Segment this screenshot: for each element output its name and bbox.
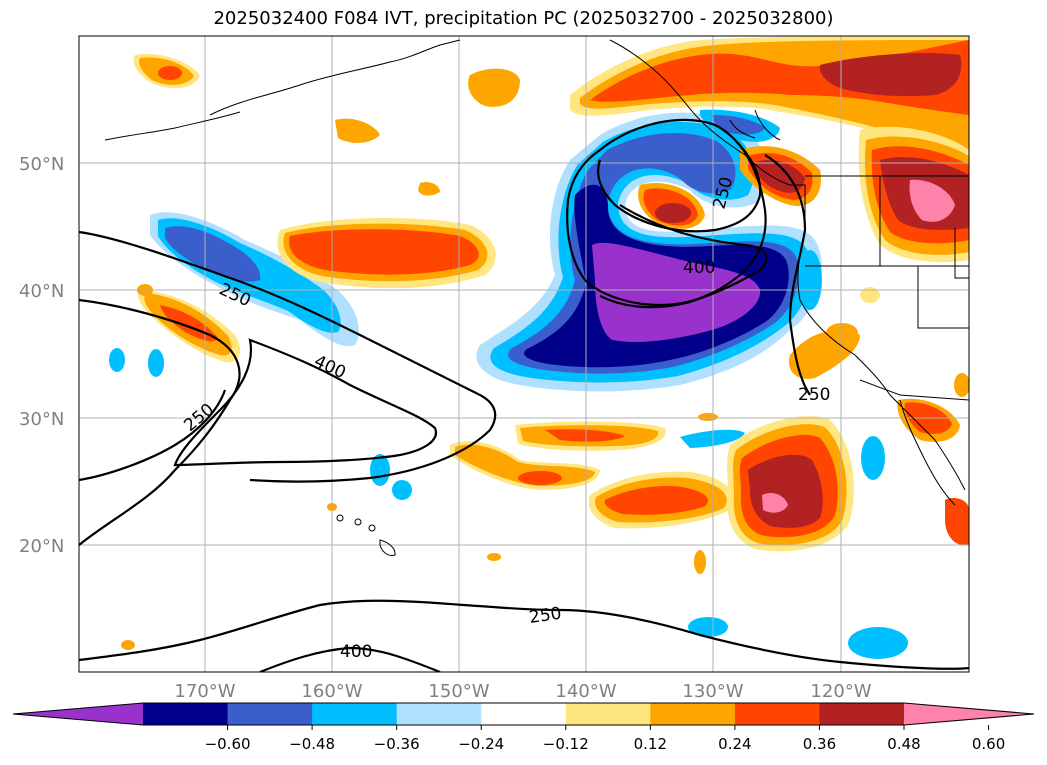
neg-coast-2 [712, 115, 765, 135]
neg-small-1 [109, 348, 125, 372]
ivt-contour-400-west [173, 338, 438, 467]
colorbar-segment [227, 703, 313, 725]
colorbar-extend-left [13, 703, 143, 725]
neg-anom-core [592, 242, 761, 342]
neg-small-2 [148, 349, 164, 377]
lon-label: 160°W [301, 681, 362, 702]
colorbar-tick-label: −0.60 [205, 735, 251, 753]
lon-label: 130°W [682, 681, 743, 702]
lat-label: 40°N [19, 281, 64, 302]
ivt-contour-labels: 250 250 250 250 400 400 250 400 [180, 175, 830, 662]
pos-sub-3 [545, 429, 625, 442]
pos-top-2 [468, 68, 520, 107]
colorbar-tick-label: −0.24 [458, 735, 504, 753]
colorbar-segment [312, 703, 398, 725]
ivt-contours [79, 118, 969, 672]
colorbar-tick-label: 0.60 [972, 735, 1005, 753]
neg-small-7 [848, 627, 908, 659]
neg-small-9 [798, 250, 822, 310]
colorbar-segment [819, 703, 905, 725]
lon-label: 140°W [555, 681, 616, 702]
ivt-contour-250-low [566, 118, 767, 307]
pos-baja-4 [954, 373, 969, 397]
ivt-contour-250-inner [79, 389, 227, 482]
pos-small-a [694, 550, 706, 574]
colorbar-segment [481, 703, 567, 725]
contour-label: 250 [798, 385, 830, 405]
ivt-contour-250-south [79, 599, 969, 670]
colorbar-tick-label: 0.12 [634, 735, 667, 753]
colorbar-outline [12, 702, 1035, 726]
ivt-contour-400-low [597, 139, 762, 233]
neg-small-8 [861, 436, 885, 480]
colorbar-ticks: −0.60 −0.48 −0.36 −0.24 −0.12 0.12 0.24 0.36 0.4… [205, 725, 1005, 753]
colorbar-segment [396, 703, 482, 725]
neg-small-6 [688, 617, 728, 637]
contour-label: 250 [528, 604, 563, 628]
colorbar-segment [734, 703, 820, 725]
ivt-contour-400-low-b [599, 204, 768, 309]
ivt-contour-250-west [79, 230, 497, 483]
pos-ne-3 [590, 40, 969, 115]
pos-top-3 [335, 118, 380, 143]
colorbar-segment [565, 703, 651, 725]
ivt-contour-250-east [764, 154, 811, 396]
lon-label: 170°W [174, 681, 235, 702]
colorbar-extend-right [904, 703, 1034, 725]
pos-ne-4 [819, 53, 962, 97]
colorbar: −0.60 −0.48 −0.36 −0.24 −0.12 0.12 0.24 0.36 0.4… [12, 702, 1035, 753]
contour-label: 400 [340, 642, 372, 662]
pos-idaho-core [909, 179, 955, 222]
lon-labels: 170°W 160°W 150°W 140°W 130°W 120°W [174, 681, 871, 702]
colorbar-tick-label: −0.36 [374, 735, 420, 753]
pos-sub-6 [518, 471, 562, 485]
lat-label: 20°N [19, 536, 64, 557]
ivt-contour-400-south [259, 646, 441, 672]
colorbar-tick-label: 0.48 [887, 735, 920, 753]
colorbar-segment [650, 703, 736, 725]
colorbar-segments [143, 703, 905, 725]
pos-central-3 [289, 229, 479, 275]
lon-label: 150°W [428, 681, 489, 702]
hawaii-islands [336, 514, 396, 556]
lat-labels: 50°N 40°N 30°N 20°N [19, 154, 64, 557]
pos-baja-3 [945, 498, 969, 546]
pos-se-4 [748, 454, 823, 528]
pos-se-core [762, 493, 788, 513]
pos-ca-3 [860, 287, 880, 303]
lon-label: 120°W [810, 681, 871, 702]
neg-west-3 [165, 226, 261, 282]
map-frame [78, 35, 970, 673]
neg-small-4 [392, 480, 412, 500]
gridlines [79, 36, 969, 672]
pos-small-c [121, 640, 135, 650]
pos-small-b [698, 413, 718, 421]
colorbar-segment [143, 703, 229, 725]
colorbar-tick-label: −0.48 [289, 735, 335, 753]
lat-label: 50°N [19, 154, 64, 175]
map-title: 2025032400 F084 IVT, precipitation PC (2… [213, 8, 834, 29]
pos-sw-3 [604, 486, 709, 515]
pos-top-4 [418, 182, 440, 196]
colorbar-tick-label: 0.24 [718, 735, 751, 753]
lat-label: 30°N [19, 409, 64, 430]
contour-label: 400 [683, 258, 715, 278]
pos-ca-2 [826, 323, 858, 343]
pos-tl-3 [158, 66, 182, 80]
colorbar-tick-label: 0.36 [803, 735, 836, 753]
pos-low-3 [655, 203, 691, 223]
pos-small-d [487, 553, 501, 561]
colorbar-tick-label: −0.12 [543, 735, 589, 753]
